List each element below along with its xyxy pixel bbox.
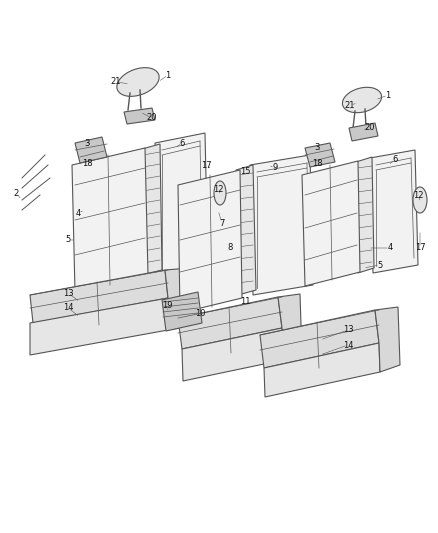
Polygon shape <box>142 144 162 275</box>
Polygon shape <box>155 133 208 278</box>
Text: 5: 5 <box>378 261 383 270</box>
Polygon shape <box>305 143 335 167</box>
Polygon shape <box>178 297 282 349</box>
Text: 4: 4 <box>387 244 392 253</box>
Polygon shape <box>236 165 256 295</box>
Text: 9: 9 <box>272 164 278 173</box>
Polygon shape <box>72 148 148 292</box>
Text: 11: 11 <box>240 296 250 305</box>
Polygon shape <box>370 150 418 273</box>
Text: 4: 4 <box>75 208 81 217</box>
Ellipse shape <box>214 181 226 205</box>
Ellipse shape <box>413 187 427 213</box>
Text: 3: 3 <box>314 143 320 152</box>
Polygon shape <box>260 310 379 368</box>
Ellipse shape <box>343 87 381 112</box>
Text: 17: 17 <box>415 244 425 253</box>
Polygon shape <box>165 268 190 330</box>
Polygon shape <box>178 170 242 313</box>
Text: 12: 12 <box>213 185 223 195</box>
Text: 21: 21 <box>111 77 121 86</box>
Text: 18: 18 <box>82 158 92 167</box>
Text: 6: 6 <box>179 139 185 148</box>
Polygon shape <box>349 123 378 141</box>
Text: 17: 17 <box>201 160 211 169</box>
Text: 1: 1 <box>166 70 171 79</box>
Text: 6: 6 <box>392 156 398 165</box>
Text: 13: 13 <box>343 326 353 335</box>
Ellipse shape <box>117 68 159 96</box>
Polygon shape <box>250 155 313 295</box>
Text: 20: 20 <box>365 124 375 133</box>
Polygon shape <box>75 137 107 163</box>
Polygon shape <box>278 294 302 360</box>
Text: 1: 1 <box>385 91 391 100</box>
Text: 5: 5 <box>65 236 71 245</box>
Text: 14: 14 <box>343 341 353 350</box>
Text: 20: 20 <box>147 114 157 123</box>
Text: 21: 21 <box>345 101 355 109</box>
Polygon shape <box>375 307 400 372</box>
Polygon shape <box>264 343 380 397</box>
Polygon shape <box>30 270 168 323</box>
Text: 8: 8 <box>227 244 233 253</box>
Polygon shape <box>302 161 360 286</box>
Text: 19: 19 <box>162 302 172 311</box>
Text: 7: 7 <box>219 219 225 228</box>
Polygon shape <box>356 157 374 273</box>
Text: 2: 2 <box>14 189 19 198</box>
Text: 13: 13 <box>63 288 73 297</box>
Text: 14: 14 <box>63 303 73 312</box>
Text: 12: 12 <box>413 190 423 199</box>
Text: 15: 15 <box>240 167 250 176</box>
Text: 10: 10 <box>195 309 205 318</box>
Polygon shape <box>162 292 202 331</box>
Text: 18: 18 <box>312 158 322 167</box>
Text: 3: 3 <box>84 139 90 148</box>
Polygon shape <box>124 108 155 124</box>
Polygon shape <box>182 328 283 381</box>
Polygon shape <box>30 298 168 355</box>
